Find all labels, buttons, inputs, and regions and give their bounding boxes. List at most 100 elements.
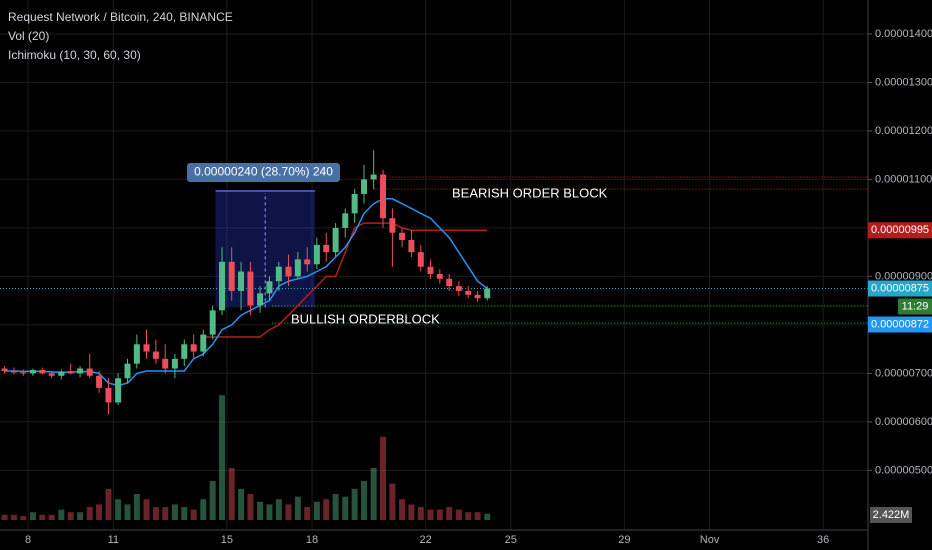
y-tick-label: 0.00001100 <box>875 173 932 185</box>
y-tick-label: 0.00001400 <box>875 28 932 40</box>
volume-bar <box>124 504 131 520</box>
volume-title: Vol (20) <box>8 29 49 43</box>
y-tick-label: 0.00001200 <box>875 125 932 137</box>
grid <box>0 0 868 530</box>
candle-body <box>389 218 396 233</box>
candle-body <box>285 266 292 277</box>
volume-bar <box>200 499 207 520</box>
volume-bar <box>219 395 226 520</box>
candle-body <box>266 281 273 294</box>
candle-body <box>247 271 254 306</box>
volume-bar <box>455 509 462 520</box>
price-badge <box>868 222 932 239</box>
candle-body <box>219 261 226 311</box>
candle-body <box>351 193 358 214</box>
volume-bar <box>370 468 377 520</box>
candle-body <box>124 363 131 379</box>
volume-bar <box>361 481 368 520</box>
y-tick-label: 0.00000700 <box>875 367 932 379</box>
candle-body <box>304 259 311 265</box>
volume-bar <box>389 483 396 520</box>
volume-badge-label: 2.422M <box>873 509 910 521</box>
candle-body <box>20 372 27 374</box>
volume-bar <box>266 504 273 520</box>
candle-body <box>465 290 472 295</box>
volume-bar <box>58 509 65 520</box>
candle-body <box>143 344 150 352</box>
candle-body <box>474 294 481 299</box>
price-badge-label: 0.00000875 <box>871 282 929 294</box>
candle-body <box>323 244 330 253</box>
x-tick-label: 36 <box>817 534 829 546</box>
candle-body <box>380 174 387 219</box>
volume-bar <box>417 507 424 520</box>
base-line <box>203 222 488 338</box>
volume-bar <box>351 488 358 520</box>
price-badge-label: 0.00000995 <box>871 224 929 236</box>
volume-bar <box>465 512 472 520</box>
y-tick-label: 0.00000600 <box>875 416 932 428</box>
x-tick-label: 22 <box>419 534 431 546</box>
volume-bar <box>313 501 320 520</box>
volume-bar <box>105 488 112 520</box>
volume-bar <box>20 516 27 520</box>
price-badge <box>868 280 932 297</box>
candle-body <box>399 232 406 241</box>
volume-bar <box>152 507 159 520</box>
volume-bar <box>67 512 74 520</box>
volume-bar <box>427 509 434 520</box>
candle-body <box>417 252 424 267</box>
volume-bar <box>408 504 415 520</box>
candle-body <box>181 344 188 359</box>
x-tick-label: 25 <box>505 534 517 546</box>
candle-body <box>408 240 415 253</box>
price-badge <box>868 316 932 333</box>
candle-body <box>77 368 84 374</box>
volume-badge <box>870 507 912 523</box>
candle-body <box>39 369 46 374</box>
candle-body <box>294 259 301 277</box>
annotation: BULLISH ORDERBLOCK <box>291 311 440 326</box>
candle-body <box>257 293 264 306</box>
candle-body <box>361 179 368 194</box>
candle-body <box>1 368 8 371</box>
candle-body <box>105 387 112 403</box>
candle-body <box>228 261 235 291</box>
measure-label: 0.00000240 (28.70%) 240 <box>194 165 333 179</box>
candle-body <box>133 344 140 364</box>
candle-body <box>10 370 17 373</box>
volume-bar <box>436 509 443 520</box>
x-tick-label: 29 <box>618 534 630 546</box>
y-tick-label: 0.00000900 <box>875 270 932 282</box>
price-badge-label: 0.00000872 <box>871 318 929 330</box>
volume-bar <box>332 494 339 520</box>
candle-body <box>446 278 453 287</box>
candle-body <box>86 368 93 376</box>
price-badge-label: 11:29 <box>902 300 929 312</box>
volume-bar <box>39 514 46 520</box>
volume-bar <box>275 499 282 520</box>
candle-body <box>342 213 349 228</box>
indicator-title: Ichimoku (10, 30, 60, 30) <box>8 48 141 62</box>
volume-bar <box>190 509 197 520</box>
volume-bar <box>294 496 301 520</box>
volume-bar <box>285 504 292 520</box>
volume-bar <box>323 499 330 520</box>
x-tick-label: 11 <box>108 534 119 546</box>
annotation: BEARISH ORDER BLOCK <box>452 185 608 200</box>
candle-body <box>436 273 443 279</box>
volume-bar <box>228 468 235 520</box>
volume-bar <box>181 507 188 520</box>
volume-bar <box>77 512 84 520</box>
volume-bar <box>96 504 103 520</box>
y-tick-label: 0.00000500 <box>875 464 932 476</box>
volume-bar <box>10 514 17 520</box>
volume-bar <box>342 496 349 520</box>
volume-bar <box>304 507 311 520</box>
time-axis-bg <box>0 530 868 550</box>
volume-bar <box>133 494 140 520</box>
volume-bar <box>446 507 453 520</box>
volume-bar <box>257 501 264 520</box>
